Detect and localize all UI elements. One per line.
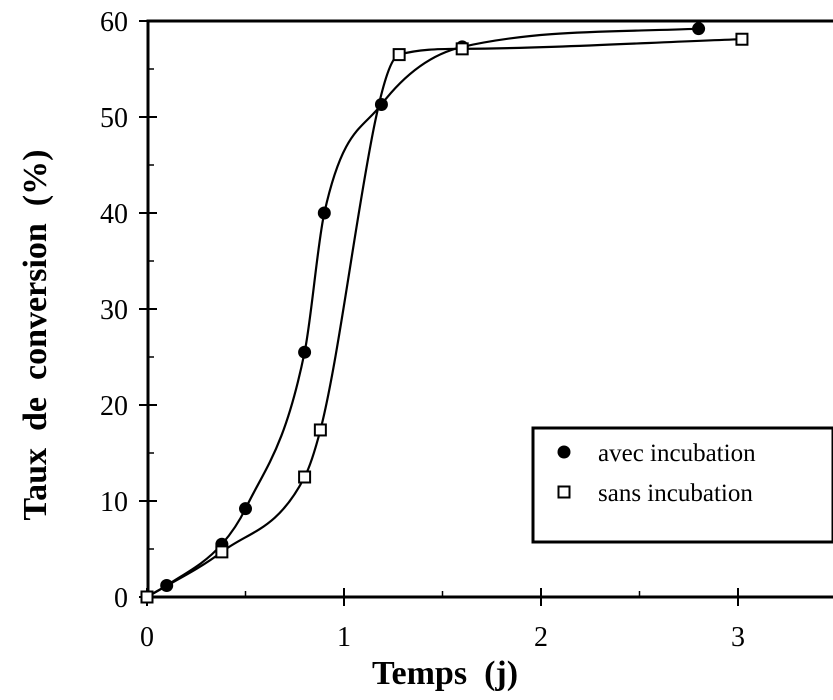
data-point-open-square <box>215 545 229 559</box>
y-tick-label: 10 <box>100 487 128 518</box>
data-point-filled-circle <box>374 98 388 112</box>
x-tick-label: 0 <box>140 622 154 653</box>
legend: avec incubation sans incubation <box>531 426 833 544</box>
legend-label: sans incubation <box>598 480 753 507</box>
data-point-filled-circle <box>692 22 706 36</box>
legend-marker-open-square <box>557 485 571 499</box>
x-axis-title: Temps (j) <box>372 655 518 692</box>
legend-box <box>531 426 833 544</box>
series-markers <box>140 22 749 604</box>
data-point-filled-circle <box>239 502 252 516</box>
y-tick-label: 50 <box>100 103 128 134</box>
y-tick-label: 40 <box>100 199 128 230</box>
x-tick-label: 3 <box>731 622 745 653</box>
x-tick-label: 2 <box>534 622 548 653</box>
data-point-open-square <box>313 423 327 437</box>
data-point-filled-circle <box>160 578 174 592</box>
data-point-filled-circle <box>317 206 331 220</box>
y-tick-label: 20 <box>100 391 128 422</box>
data-point-open-square <box>735 32 749 46</box>
series-line-2 <box>146 38 742 598</box>
data-point-open-square <box>455 42 469 56</box>
data-point-open-square <box>392 48 406 62</box>
y-axis-title: Taux de conversion (%) <box>17 150 54 521</box>
y-tick-label: 0 <box>114 583 128 614</box>
x-tick-label: 1 <box>337 622 351 653</box>
y-tick-label: 60 <box>100 7 128 38</box>
data-point-open-square <box>298 470 312 484</box>
data-point-filled-circle <box>298 345 312 359</box>
legend-marker-filled-circle <box>557 445 571 459</box>
y-tick-label: 30 <box>100 295 128 326</box>
tick-labels: 0 10 20 30 40 50 60 0 1 2 3 <box>100 7 745 653</box>
legend-label: avec incubation <box>598 440 756 467</box>
data-point-open-square <box>140 590 154 604</box>
